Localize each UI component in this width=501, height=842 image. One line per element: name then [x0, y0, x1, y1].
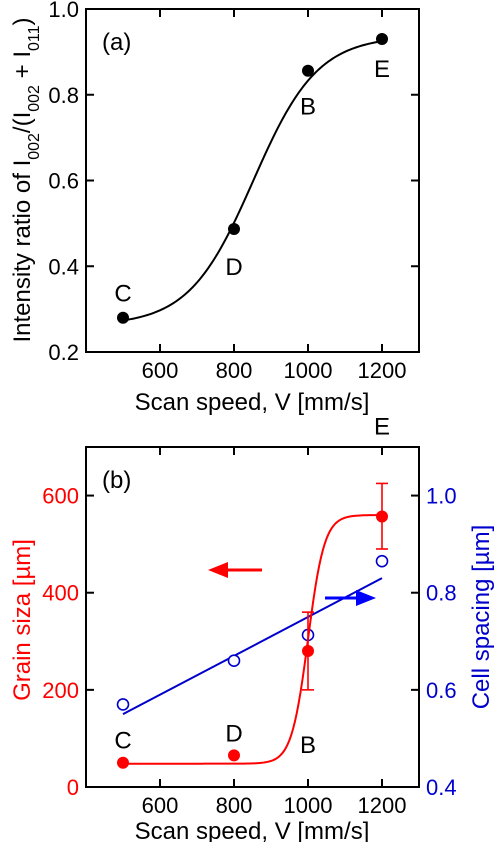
- panel-a-x-axis-label: Scan speed, V [mm/s]: [135, 389, 370, 416]
- x-tick-label: 1000: [284, 358, 333, 383]
- panel-b-x-axis-label: Scan speed, V [mm/s]: [135, 818, 370, 842]
- panel-b-frame: [85, 446, 420, 788]
- point-label: C: [114, 728, 131, 755]
- ylabel-part-2: /(I: [9, 112, 36, 133]
- y-left-tick-label: 200: [42, 678, 79, 703]
- cell-spacing-fit-line: [122, 577, 383, 716]
- ylabel-part-6: ): [9, 17, 36, 25]
- x-tick-label: 800: [216, 358, 253, 383]
- panel-b: (b) Scan speed, V [mm/s] Grain siza [µm]…: [9, 413, 495, 842]
- x-tick-label: 600: [142, 793, 179, 818]
- x-tick-label: 1200: [358, 358, 407, 383]
- cell-spacing-point: [227, 654, 241, 668]
- grain-size-point: [228, 749, 240, 762]
- y-right-tick-label: 1.0: [426, 484, 457, 509]
- data-point: [117, 311, 129, 324]
- x-tick-label: 800: [216, 793, 253, 818]
- panel-a-label: (a): [102, 29, 131, 56]
- point-label: E: [374, 56, 390, 83]
- y-tick-label: 1.0: [48, 0, 79, 22]
- y-left-tick-label: 400: [42, 581, 79, 606]
- panel-a-y-axis-label: Intensity ratio of I002/(I002 + I011): [9, 17, 43, 342]
- panel-b-left-axis-label: Grain siza [µm]: [9, 539, 36, 701]
- data-point: [228, 222, 240, 235]
- y-right-tick-label: 0.6: [426, 678, 457, 703]
- ylabel-part-4: + I: [9, 51, 36, 85]
- panel-a: (a) Scan speed, V [mm/s] Intensity ratio…: [9, 0, 420, 416]
- point-label: D: [225, 720, 242, 747]
- x-tick-label: 1000: [284, 793, 333, 818]
- data-point: [376, 33, 388, 46]
- point-label: B: [300, 732, 316, 759]
- x-tick-label: 1200: [358, 793, 407, 818]
- y-tick-label: 0.8: [48, 83, 79, 108]
- cell-spacing-point: [116, 698, 130, 711]
- panel-b-right-axis-label: Cell spacing [µm]: [468, 525, 495, 710]
- grain-size-point: [376, 510, 388, 523]
- y-tick-label: 0.6: [48, 169, 79, 194]
- y-left-tick-label: 600: [42, 484, 79, 509]
- panel-b-label: (b): [102, 467, 131, 494]
- cell-spacing-point: [375, 554, 389, 568]
- data-point: [302, 64, 314, 77]
- y-right-tick-label: 0.8: [426, 581, 457, 606]
- y-right-tick-label: 0.4: [426, 775, 457, 800]
- grain-size-point: [117, 756, 129, 769]
- grain-size-point: [302, 645, 314, 657]
- x-tick-label: 600: [142, 358, 179, 383]
- y-tick-label: 0.2: [48, 340, 79, 365]
- y-tick-label: 0.4: [48, 254, 79, 279]
- ylabel-part-5: 011: [26, 25, 43, 51]
- right-axis-arrow-head: [356, 590, 376, 606]
- left-axis-arrow-head: [208, 562, 228, 578]
- point-label: C: [114, 281, 131, 308]
- ylabel-part-1: 002: [26, 133, 43, 160]
- y-left-tick-label: 0: [67, 775, 79, 800]
- point-label: D: [225, 254, 242, 281]
- point-label: B: [300, 94, 316, 121]
- fit-curve: [122, 40, 383, 322]
- point-label: E: [374, 413, 390, 440]
- ylabel-part-0: Intensity ratio of I: [9, 160, 36, 343]
- grain-size-fit-curve: [123, 514, 383, 765]
- ylabel-part-3: 002: [26, 85, 43, 112]
